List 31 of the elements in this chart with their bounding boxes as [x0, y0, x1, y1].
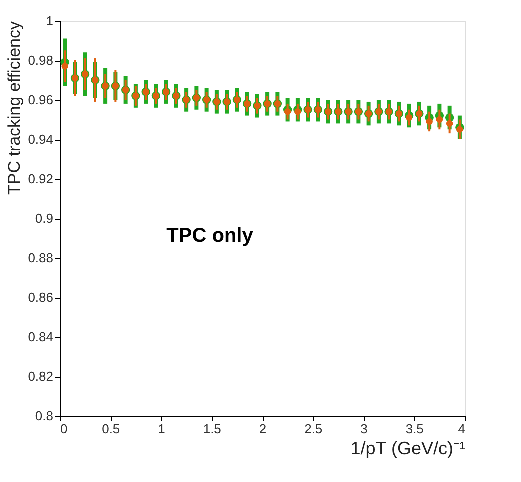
point	[62, 63, 68, 70]
x-tick-label: 4	[458, 422, 466, 436]
y-tick-label: 0.9	[35, 211, 54, 226]
x-tick-label: 1.5	[203, 422, 222, 436]
y-tick-label: 0.8	[35, 408, 54, 424]
y-tick-label: 1	[46, 14, 54, 28]
point	[436, 116, 444, 124]
y-axis-title: TPC tracking efficiency	[5, 21, 24, 196]
point	[456, 126, 464, 133]
y-tick-label: 0.98	[28, 53, 54, 68]
x-tick-label: 2	[259, 422, 267, 436]
point	[406, 114, 413, 122]
y-tick-label: 0.96	[28, 92, 54, 108]
y-tick-label: 0.86	[28, 290, 54, 305]
x-tick-label: 1	[158, 422, 166, 436]
y-tick-label: 0.84	[28, 330, 54, 344]
point	[294, 108, 302, 116]
y-tick-label: 0.92	[28, 172, 54, 186]
x-tick-label: 3	[360, 422, 368, 436]
y-tick-label: 0.94	[28, 132, 54, 147]
x-axis-title: 1/pT (GeV/c)⁻¹	[350, 438, 466, 458]
y-tick-label: 0.88	[28, 250, 54, 266]
x-tick-label: 3.5	[406, 422, 424, 436]
point	[426, 118, 433, 126]
y-tick-label: 0.82	[28, 369, 54, 384]
point	[284, 108, 292, 116]
x-tick-label: 0.5	[102, 422, 120, 436]
x-tick-label: 0	[60, 422, 68, 436]
x-tick-label: 2.5	[304, 422, 323, 436]
annotation: TPC only	[166, 225, 254, 247]
point	[446, 120, 454, 128]
